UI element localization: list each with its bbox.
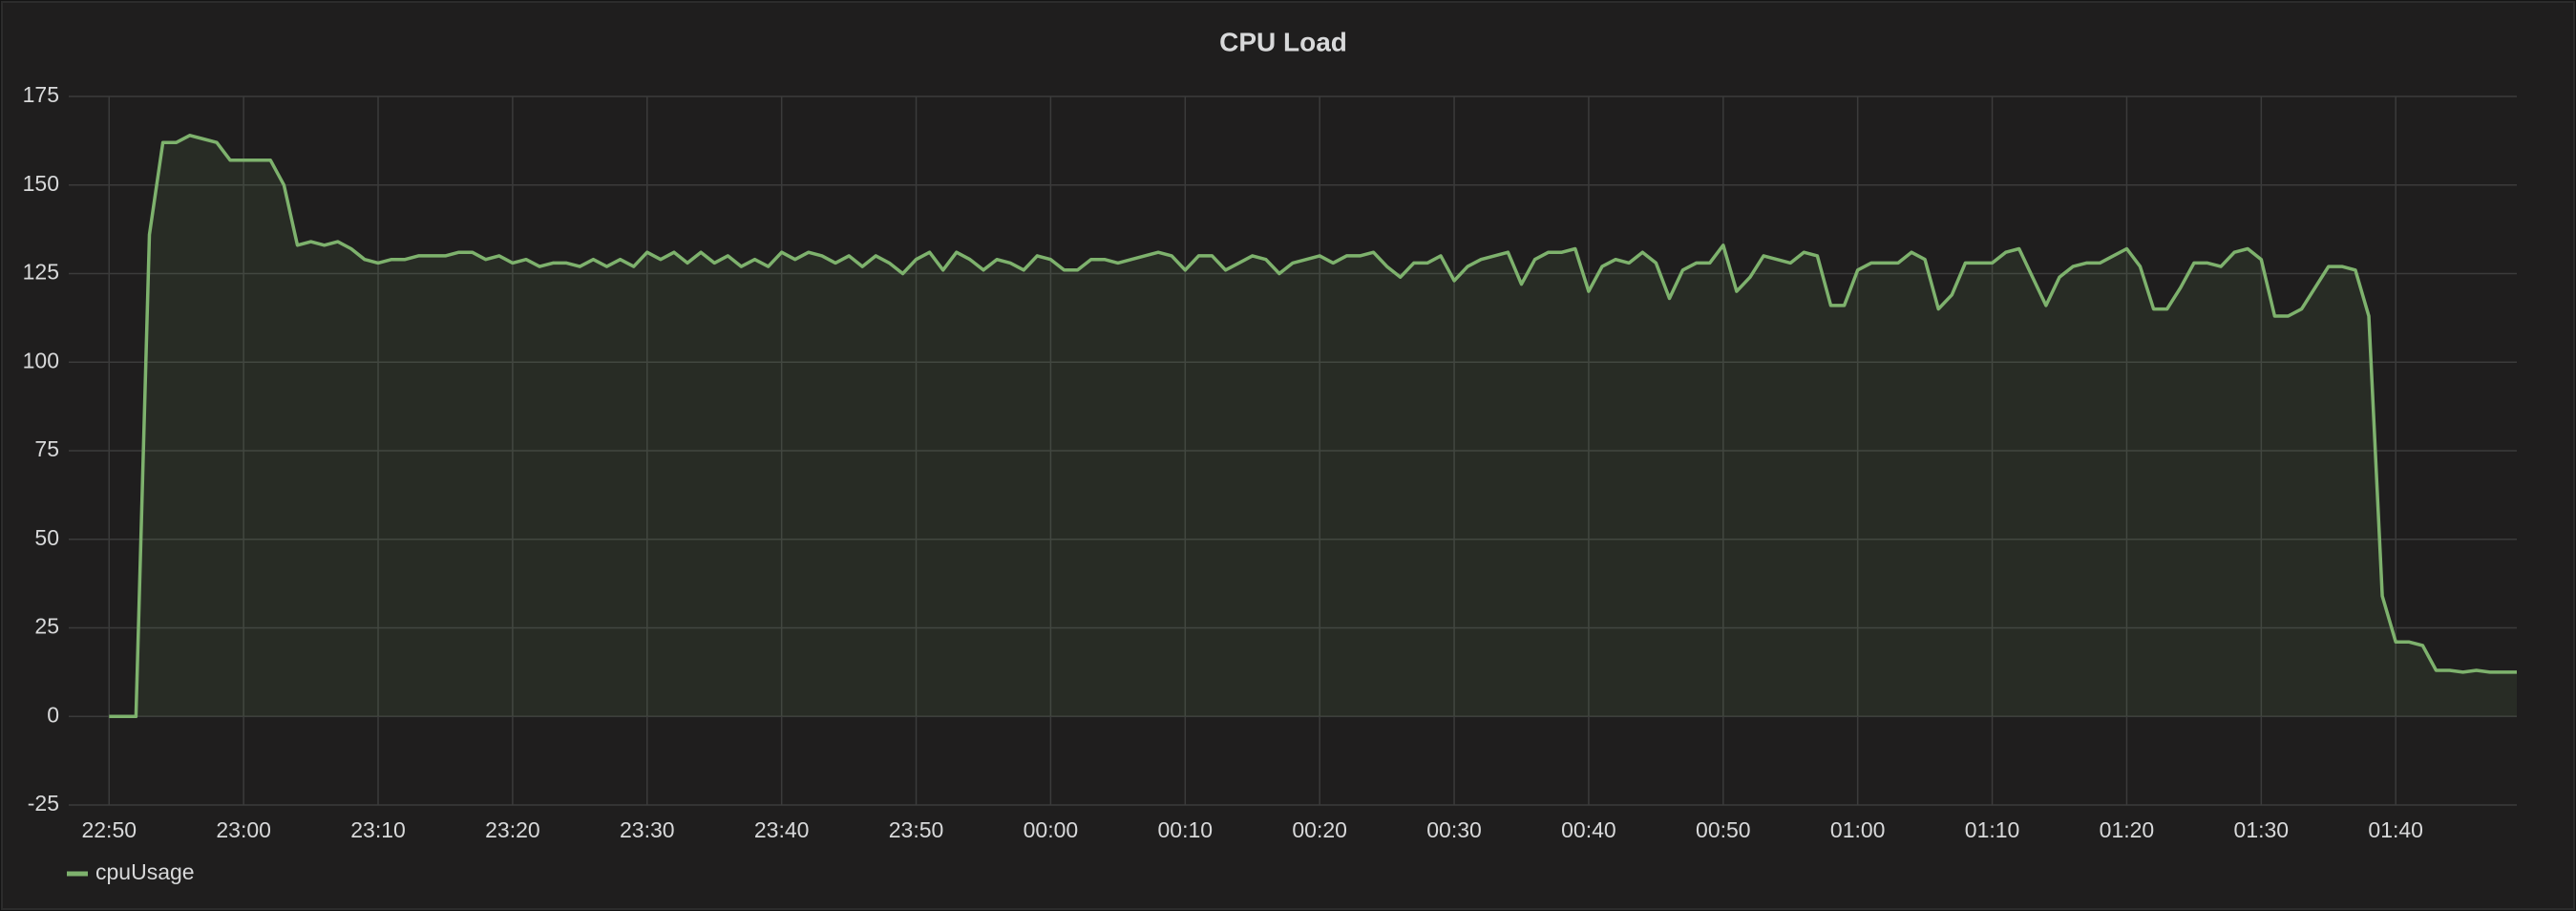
x-tick-label: 00:00 <box>1024 817 1079 842</box>
x-tick-label: 00:50 <box>1696 817 1751 842</box>
x-tick-label: 01:40 <box>2368 817 2423 842</box>
chart-title: CPU Load <box>1219 27 1347 56</box>
x-tick-label: 01:10 <box>1965 817 2020 842</box>
x-tick-label: 23:30 <box>620 817 675 842</box>
y-tick-label: 25 <box>34 614 59 639</box>
x-tick-label: 00:30 <box>1426 817 1482 842</box>
y-tick-label: 100 <box>23 348 59 372</box>
y-tick-label: -25 <box>28 791 59 816</box>
x-tick-label: 00:20 <box>1292 817 1347 842</box>
x-tick-label: 23:20 <box>485 817 540 842</box>
x-tick-label: 01:20 <box>2100 817 2155 842</box>
x-tick-label: 23:00 <box>216 817 271 842</box>
y-tick-label: 125 <box>23 260 59 285</box>
x-tick-label: 23:40 <box>754 817 810 842</box>
x-tick-label: 01:00 <box>1830 817 1886 842</box>
area <box>109 135 2517 717</box>
y-tick-label: 75 <box>34 436 59 461</box>
y-tick-label: 0 <box>47 702 59 727</box>
x-tick-label: 23:50 <box>889 817 944 842</box>
x-tick-label: 00:10 <box>1158 817 1214 842</box>
line <box>109 134 2517 719</box>
legend-label: cpuUsage <box>95 859 195 884</box>
x-tick-label: 00:40 <box>1561 817 1616 842</box>
y-tick-label: 175 <box>23 82 59 107</box>
y-tick-label: 150 <box>23 171 59 196</box>
x-tick-label: 01:30 <box>2234 817 2290 842</box>
x-tick-label: 23:10 <box>350 817 406 842</box>
y-tick-label: 50 <box>34 525 59 550</box>
x-tick-label: 22:50 <box>81 817 137 842</box>
